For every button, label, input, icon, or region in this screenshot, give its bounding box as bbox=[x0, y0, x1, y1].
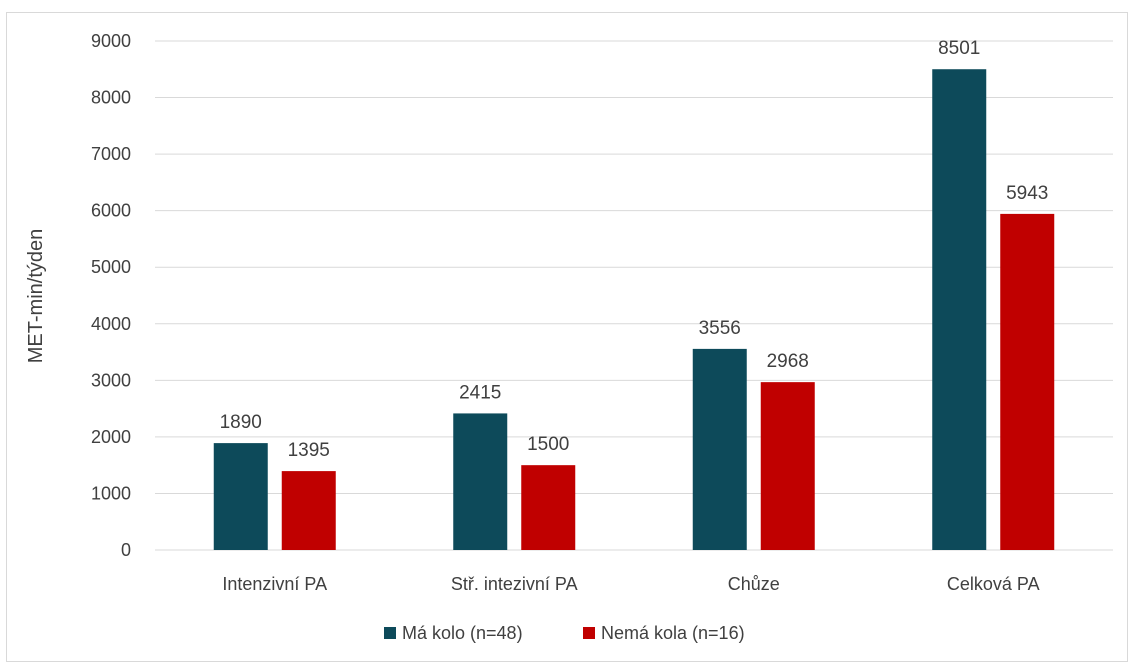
bar-ma-kolo bbox=[932, 69, 987, 550]
x-tick-label: Stř. intezivní PA bbox=[451, 574, 578, 594]
legend-label: Nemá kola (n=16) bbox=[601, 623, 745, 643]
legend-swatch bbox=[583, 627, 595, 639]
y-tick-label: 8000 bbox=[91, 88, 131, 108]
bar-ma-kolo bbox=[453, 413, 508, 550]
data-label: 3556 bbox=[699, 318, 741, 339]
bar-nema-kola bbox=[281, 471, 336, 550]
legend-swatch bbox=[384, 627, 396, 639]
x-tick-label: Chůze bbox=[728, 574, 780, 594]
y-axis-title: MET-min/týden bbox=[25, 229, 47, 363]
bar-ma-kolo bbox=[692, 348, 747, 550]
y-tick-label: 0 bbox=[121, 540, 131, 560]
y-tick-label: 2000 bbox=[91, 427, 131, 447]
y-tick-label: 3000 bbox=[91, 370, 131, 390]
legend: Má kolo (n=48) Nemá kola (n=16) bbox=[384, 623, 745, 643]
y-axis-tick-labels: 0 1000 2000 3000 4000 5000 6000 7000 8000 9000 bbox=[91, 31, 131, 560]
y-tick-label: 1000 bbox=[91, 483, 131, 503]
bars bbox=[213, 69, 1055, 551]
bar-nema-kola bbox=[1000, 213, 1055, 551]
x-tick-label: Celková PA bbox=[947, 574, 1040, 594]
y-tick-label: 9000 bbox=[91, 31, 131, 51]
bar-ma-kolo bbox=[213, 443, 268, 550]
y-tick-label: 7000 bbox=[91, 144, 131, 164]
data-label: 1395 bbox=[288, 440, 330, 461]
data-labels: 1890 1395 2415 1500 3556 2968 8501 5943 bbox=[220, 38, 1049, 461]
data-label: 2415 bbox=[459, 382, 501, 403]
x-tick-label: Intenzivní PA bbox=[222, 574, 327, 594]
data-label: 8501 bbox=[938, 38, 980, 59]
data-label: 2968 bbox=[767, 351, 809, 372]
y-tick-label: 6000 bbox=[91, 201, 131, 221]
data-label: 1500 bbox=[527, 434, 569, 455]
y-tick-label: 5000 bbox=[91, 257, 131, 277]
y-tick-label: 4000 bbox=[91, 314, 131, 334]
data-label: 1890 bbox=[220, 412, 262, 433]
bar-nema-kola bbox=[760, 382, 815, 550]
legend-label: Má kolo (n=48) bbox=[402, 623, 523, 643]
bar-nema-kola bbox=[521, 465, 576, 550]
data-label: 5943 bbox=[1006, 183, 1048, 204]
x-axis-tick-labels: Intenzivní PA Stř. intezivní PA Chůze Celko… bbox=[222, 574, 1039, 594]
